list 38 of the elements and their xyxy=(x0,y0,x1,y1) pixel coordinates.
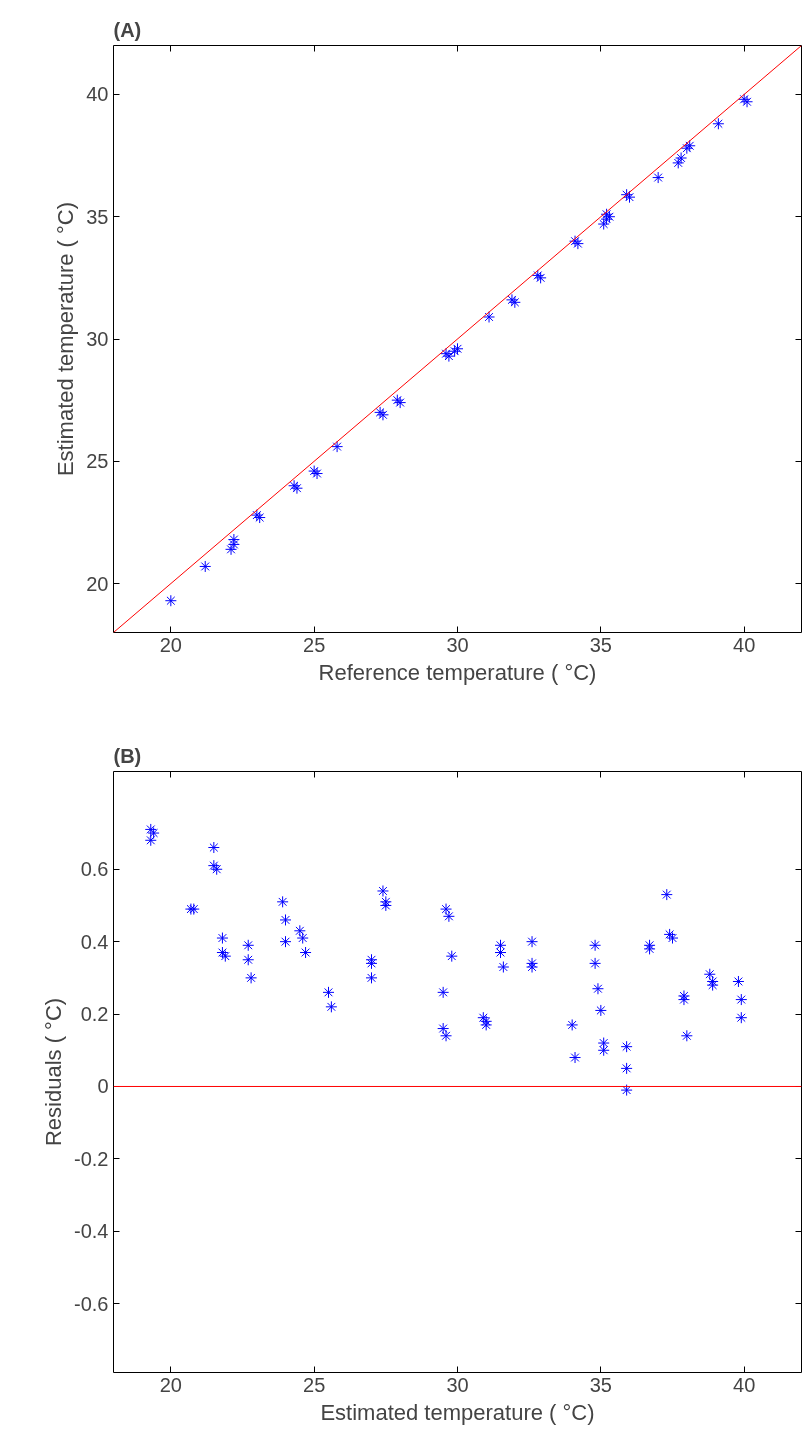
x-tick-label: 20 xyxy=(159,633,182,656)
y-tick-label: 30 xyxy=(86,328,109,350)
y-axis-title: Estimated temperature ( °C) xyxy=(53,201,79,477)
chart-title: (B) xyxy=(113,744,142,767)
y-tick-label: 40 xyxy=(86,83,109,106)
x-tick-label: 35 xyxy=(589,633,612,656)
x-tick-label: 40 xyxy=(733,633,756,656)
x-axis-title: Reference temperature ( °C) xyxy=(318,659,597,685)
point xyxy=(225,543,238,556)
y-tick-label: 0.6 xyxy=(80,858,109,881)
point xyxy=(164,594,177,607)
x-tick-label: 20 xyxy=(159,1373,182,1396)
point xyxy=(597,218,610,231)
x-tick-label: 35 xyxy=(589,1373,612,1396)
y-axis-title: Residuals ( °C) xyxy=(41,997,67,1147)
y-tick-label: 0.4 xyxy=(80,930,109,953)
y-tick-label: -0.2 xyxy=(74,1147,109,1170)
x-tick-label: 25 xyxy=(303,633,326,656)
x-tick-label: 40 xyxy=(733,1373,756,1396)
point xyxy=(652,171,665,184)
chart-title: (A) xyxy=(113,18,142,41)
y-tick-label: 20 xyxy=(86,572,109,595)
point xyxy=(331,440,344,453)
point xyxy=(199,560,212,573)
y-tick-label: 0 xyxy=(97,1075,109,1098)
x-axis-title: Estimated temperature ( °C) xyxy=(320,1399,595,1425)
y-tick-label: 0.2 xyxy=(80,1003,109,1026)
x-tick-label: 25 xyxy=(303,1373,326,1396)
point xyxy=(675,152,688,165)
y-tick-label: -0.6 xyxy=(74,1292,109,1315)
point xyxy=(672,156,685,169)
x-tick-label: 30 xyxy=(446,633,469,656)
point xyxy=(483,310,496,323)
y-tick-label: 35 xyxy=(86,205,109,228)
y-tick-label: 25 xyxy=(86,450,109,473)
y-tick-label: -0.4 xyxy=(74,1220,109,1243)
point xyxy=(712,117,725,130)
x-tick-label: 30 xyxy=(446,1373,469,1396)
